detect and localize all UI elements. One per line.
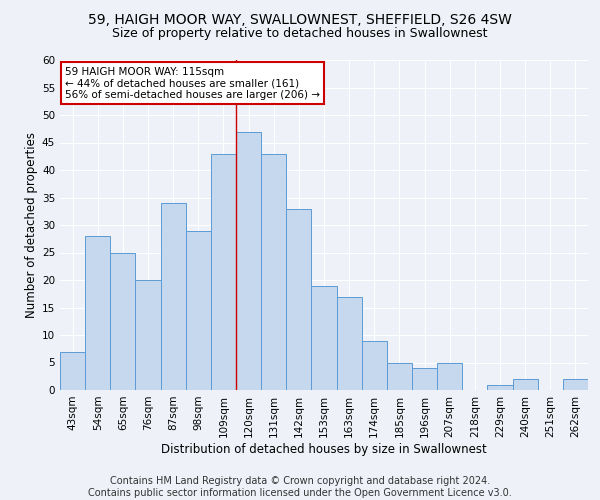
- Bar: [110, 252, 136, 390]
- Bar: [311, 286, 337, 390]
- X-axis label: Distribution of detached houses by size in Swallownest: Distribution of detached houses by size …: [161, 442, 487, 456]
- Text: Contains HM Land Registry data © Crown copyright and database right 2024.
Contai: Contains HM Land Registry data © Crown c…: [88, 476, 512, 498]
- Bar: [236, 132, 261, 390]
- Text: Size of property relative to detached houses in Swallownest: Size of property relative to detached ho…: [112, 28, 488, 40]
- Bar: [487, 384, 512, 390]
- Text: 59, HAIGH MOOR WAY, SWALLOWNEST, SHEFFIELD, S26 4SW: 59, HAIGH MOOR WAY, SWALLOWNEST, SHEFFIE…: [88, 12, 512, 26]
- Bar: [286, 208, 311, 390]
- Bar: [85, 236, 110, 390]
- Bar: [387, 362, 412, 390]
- Bar: [437, 362, 462, 390]
- Bar: [412, 368, 437, 390]
- Text: 59 HAIGH MOOR WAY: 115sqm
← 44% of detached houses are smaller (161)
56% of semi: 59 HAIGH MOOR WAY: 115sqm ← 44% of detac…: [65, 66, 320, 100]
- Bar: [211, 154, 236, 390]
- Bar: [563, 379, 588, 390]
- Bar: [337, 296, 362, 390]
- Bar: [186, 230, 211, 390]
- Bar: [362, 340, 387, 390]
- Bar: [60, 352, 85, 390]
- Bar: [136, 280, 161, 390]
- Bar: [261, 154, 286, 390]
- Y-axis label: Number of detached properties: Number of detached properties: [25, 132, 38, 318]
- Bar: [161, 203, 186, 390]
- Bar: [512, 379, 538, 390]
